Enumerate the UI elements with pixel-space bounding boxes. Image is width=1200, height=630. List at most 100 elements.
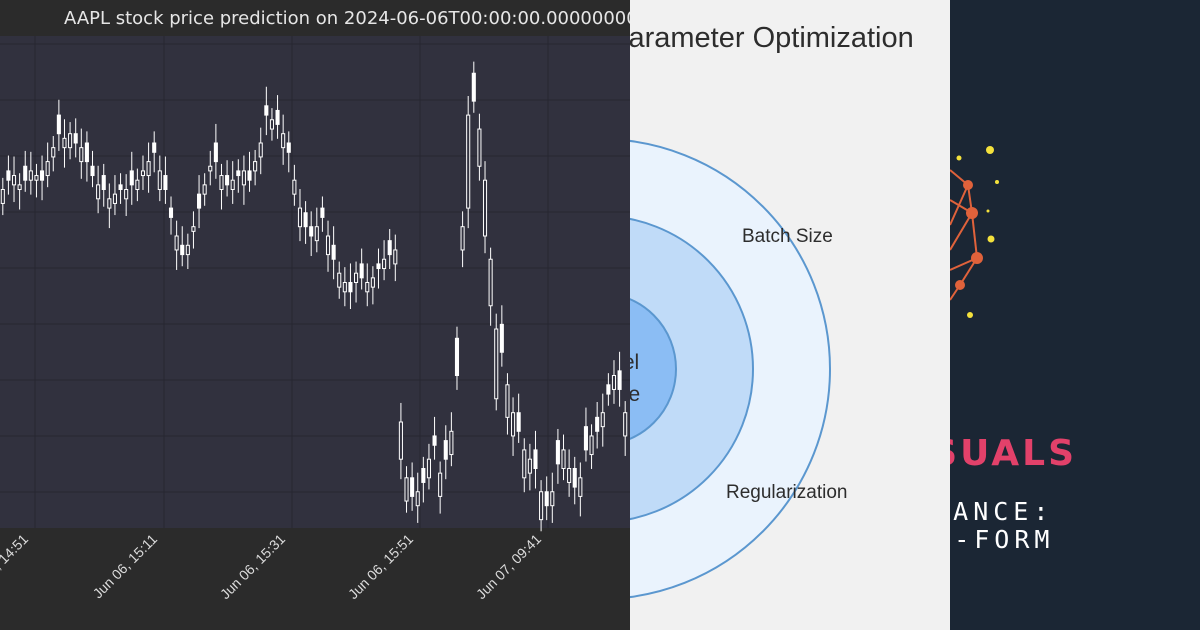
candle-body [426,458,431,479]
candle [230,161,235,204]
candle [11,156,17,203]
candle-body [505,384,510,418]
middle-ring [630,217,754,521]
x-tick-label: Jun 06, 15:31 [217,531,288,602]
candle [90,150,95,188]
candle-body [253,161,258,172]
dot [967,312,973,318]
candle [303,201,308,244]
candle-body [17,184,22,191]
candle [567,449,572,497]
candle [415,472,420,523]
candle [359,248,364,290]
candle [443,425,448,480]
diagram-panel: Batch Size Regularization Model Performa… [630,0,950,630]
candle [34,163,39,198]
candle-body [438,472,443,497]
candle-body [539,491,544,521]
x-axis-ticks: Jun 06, 14:51 Jun 06, 15:11 Jun 06, 15:31 J… [0,531,544,602]
candle [157,155,162,202]
inner-label-1: Model [630,351,639,374]
candle [264,86,269,136]
candle [269,108,274,141]
candle [606,373,611,406]
candle [51,136,56,172]
candle-body [180,244,185,256]
candle-body [325,235,331,256]
candle [253,149,258,186]
candle [539,480,544,532]
x-tick-label: Jun 07, 09:41 [473,531,544,602]
candle [208,150,213,186]
candle [101,163,106,207]
candle-body [0,189,5,204]
candle [320,196,325,232]
candle-body [101,175,106,191]
candle-body [286,142,291,153]
candle [129,151,134,205]
candlestick-chart-panel: Jun 06, 14:51 Jun 06, 15:11 Jun 06, 15:31 J… [0,0,630,630]
candle-body [410,477,415,497]
candle-body [460,226,465,251]
candle-body [522,449,527,479]
candle-body [219,175,224,191]
candle-body [342,282,347,293]
candle [583,407,588,462]
candle [309,211,314,256]
candle-body [314,226,319,242]
candle [258,127,263,175]
candle-body [449,430,454,456]
candle [354,261,359,303]
candle-body [23,165,28,181]
candle-body [589,435,594,456]
candle-body [365,282,370,293]
candle-body [40,170,45,181]
candle-body [583,426,588,451]
candle-body [550,491,555,507]
candle [611,360,617,404]
candle [572,456,577,505]
candle [73,118,78,158]
candle-body [79,147,84,163]
candle-body [544,491,549,507]
candle [595,402,600,449]
candle-body [107,198,112,209]
candle [241,155,246,205]
candle-body [527,458,532,474]
candles [0,61,628,532]
candle [180,226,185,267]
candle-body [606,384,611,395]
candle [482,161,488,254]
dot [987,235,995,243]
network-graphic [950,146,999,318]
candle-body [6,170,11,181]
candle [527,443,532,491]
candle-body [432,435,437,446]
candle [477,113,482,181]
candle [488,247,493,326]
candle-body [157,170,162,190]
candle [62,119,67,168]
candle [45,142,50,188]
candle-body [617,370,622,390]
candle [505,373,510,435]
inner-label-2: Performance [630,383,640,406]
middle-ring-label: Regularization [726,482,847,503]
candle [550,472,555,523]
candle-body [387,240,392,256]
candlestick-chart: Jun 06, 14:51 Jun 06, 15:11 Jun 06, 15:31 J… [0,36,630,602]
candle-body [84,142,89,163]
outer-ring-label: Batch Size [742,226,833,247]
candle-body [163,175,168,191]
candle-body [398,421,403,460]
candle [292,164,297,206]
candle-body [561,449,566,469]
candle [124,174,129,217]
candle [213,123,218,179]
candle-body [11,175,17,186]
candle [438,461,443,514]
candle-body [73,133,78,144]
candle [522,438,527,493]
candle [202,173,207,206]
candle [23,150,28,192]
